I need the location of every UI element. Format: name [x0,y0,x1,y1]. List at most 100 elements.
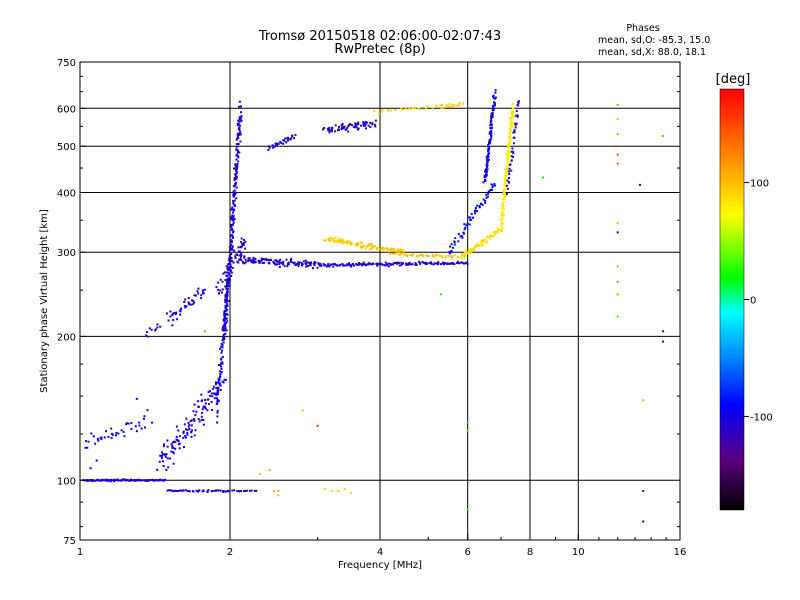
data-point [409,263,412,266]
data-point [355,126,358,129]
data-point [228,277,231,280]
data-point [156,468,159,471]
data-point [248,489,251,492]
data-point [334,124,337,127]
data-point [218,378,221,381]
data-point [130,478,132,481]
data-point [232,201,235,204]
data-point [87,440,90,443]
data-point [470,218,473,221]
data-point [224,300,227,303]
data-point [474,246,477,249]
data-point [106,479,109,482]
data-point [487,192,490,195]
data-point [493,101,495,104]
data-point [462,102,465,105]
data-point [486,240,489,243]
data-point [272,489,275,492]
data-point [162,445,165,448]
data-point [235,138,238,141]
data-point [501,207,504,210]
data-point [239,131,242,134]
data-point [222,329,225,332]
data-point [494,230,497,233]
data-point [219,389,222,391]
data-point [444,255,447,258]
data-point [380,110,383,113]
data-point [511,126,514,129]
data-point [481,240,484,243]
data-point [342,264,345,267]
data-point [494,91,497,94]
data-point [221,349,224,352]
data-point [116,479,119,482]
data-point [172,451,174,454]
data-point [227,490,230,493]
data-point [500,214,503,217]
data-point [348,239,351,242]
data-point [229,255,232,258]
data-point [328,237,331,240]
data-point [192,490,195,493]
data-point [243,241,246,244]
data-point [371,123,374,126]
data-point [229,278,232,281]
data-point [253,489,256,492]
data-point [616,265,619,268]
data-point [232,261,235,264]
data-point [297,263,300,266]
data-point [463,254,466,256]
data-point [357,121,360,124]
data-point [336,264,338,267]
data-point [616,280,619,283]
data-point [220,351,223,354]
data-point [151,421,153,424]
data-point [510,150,513,153]
data-point [405,262,408,265]
data-point [493,231,496,234]
data-point [224,329,226,332]
data-point [175,435,178,438]
data-point [363,263,366,266]
data-point [501,198,504,201]
data-point [216,389,219,392]
data-point [346,241,349,244]
data-point [96,438,99,440]
data-point [505,184,508,187]
data-point [235,158,238,161]
data-point [512,150,514,153]
data-point [226,308,229,311]
data-point [182,432,185,434]
data-point [200,418,203,421]
data-point [200,415,203,418]
data-point [276,142,279,145]
data-point [504,194,507,197]
data-point [472,216,474,219]
data-point [304,259,307,262]
data-point [616,103,619,106]
data-point [231,489,234,492]
data-point [406,254,409,257]
data-point [356,128,359,131]
data-point [227,300,230,302]
data-point [193,301,196,304]
data-point [466,508,469,511]
data-point [411,107,414,110]
data-point [219,289,222,292]
data-point [224,294,227,297]
data-point [322,263,325,266]
data-point [210,401,213,403]
data-point [134,425,137,428]
data-point [225,292,228,295]
data-point [211,395,214,398]
data-point [218,291,221,294]
data-point [401,108,404,111]
data-point [172,319,175,321]
data-point [428,262,431,264]
data-point [230,227,233,230]
data-point [381,263,384,266]
data-point [175,438,178,441]
data-point [507,162,510,165]
data-point [394,108,397,111]
data-point [494,96,497,99]
